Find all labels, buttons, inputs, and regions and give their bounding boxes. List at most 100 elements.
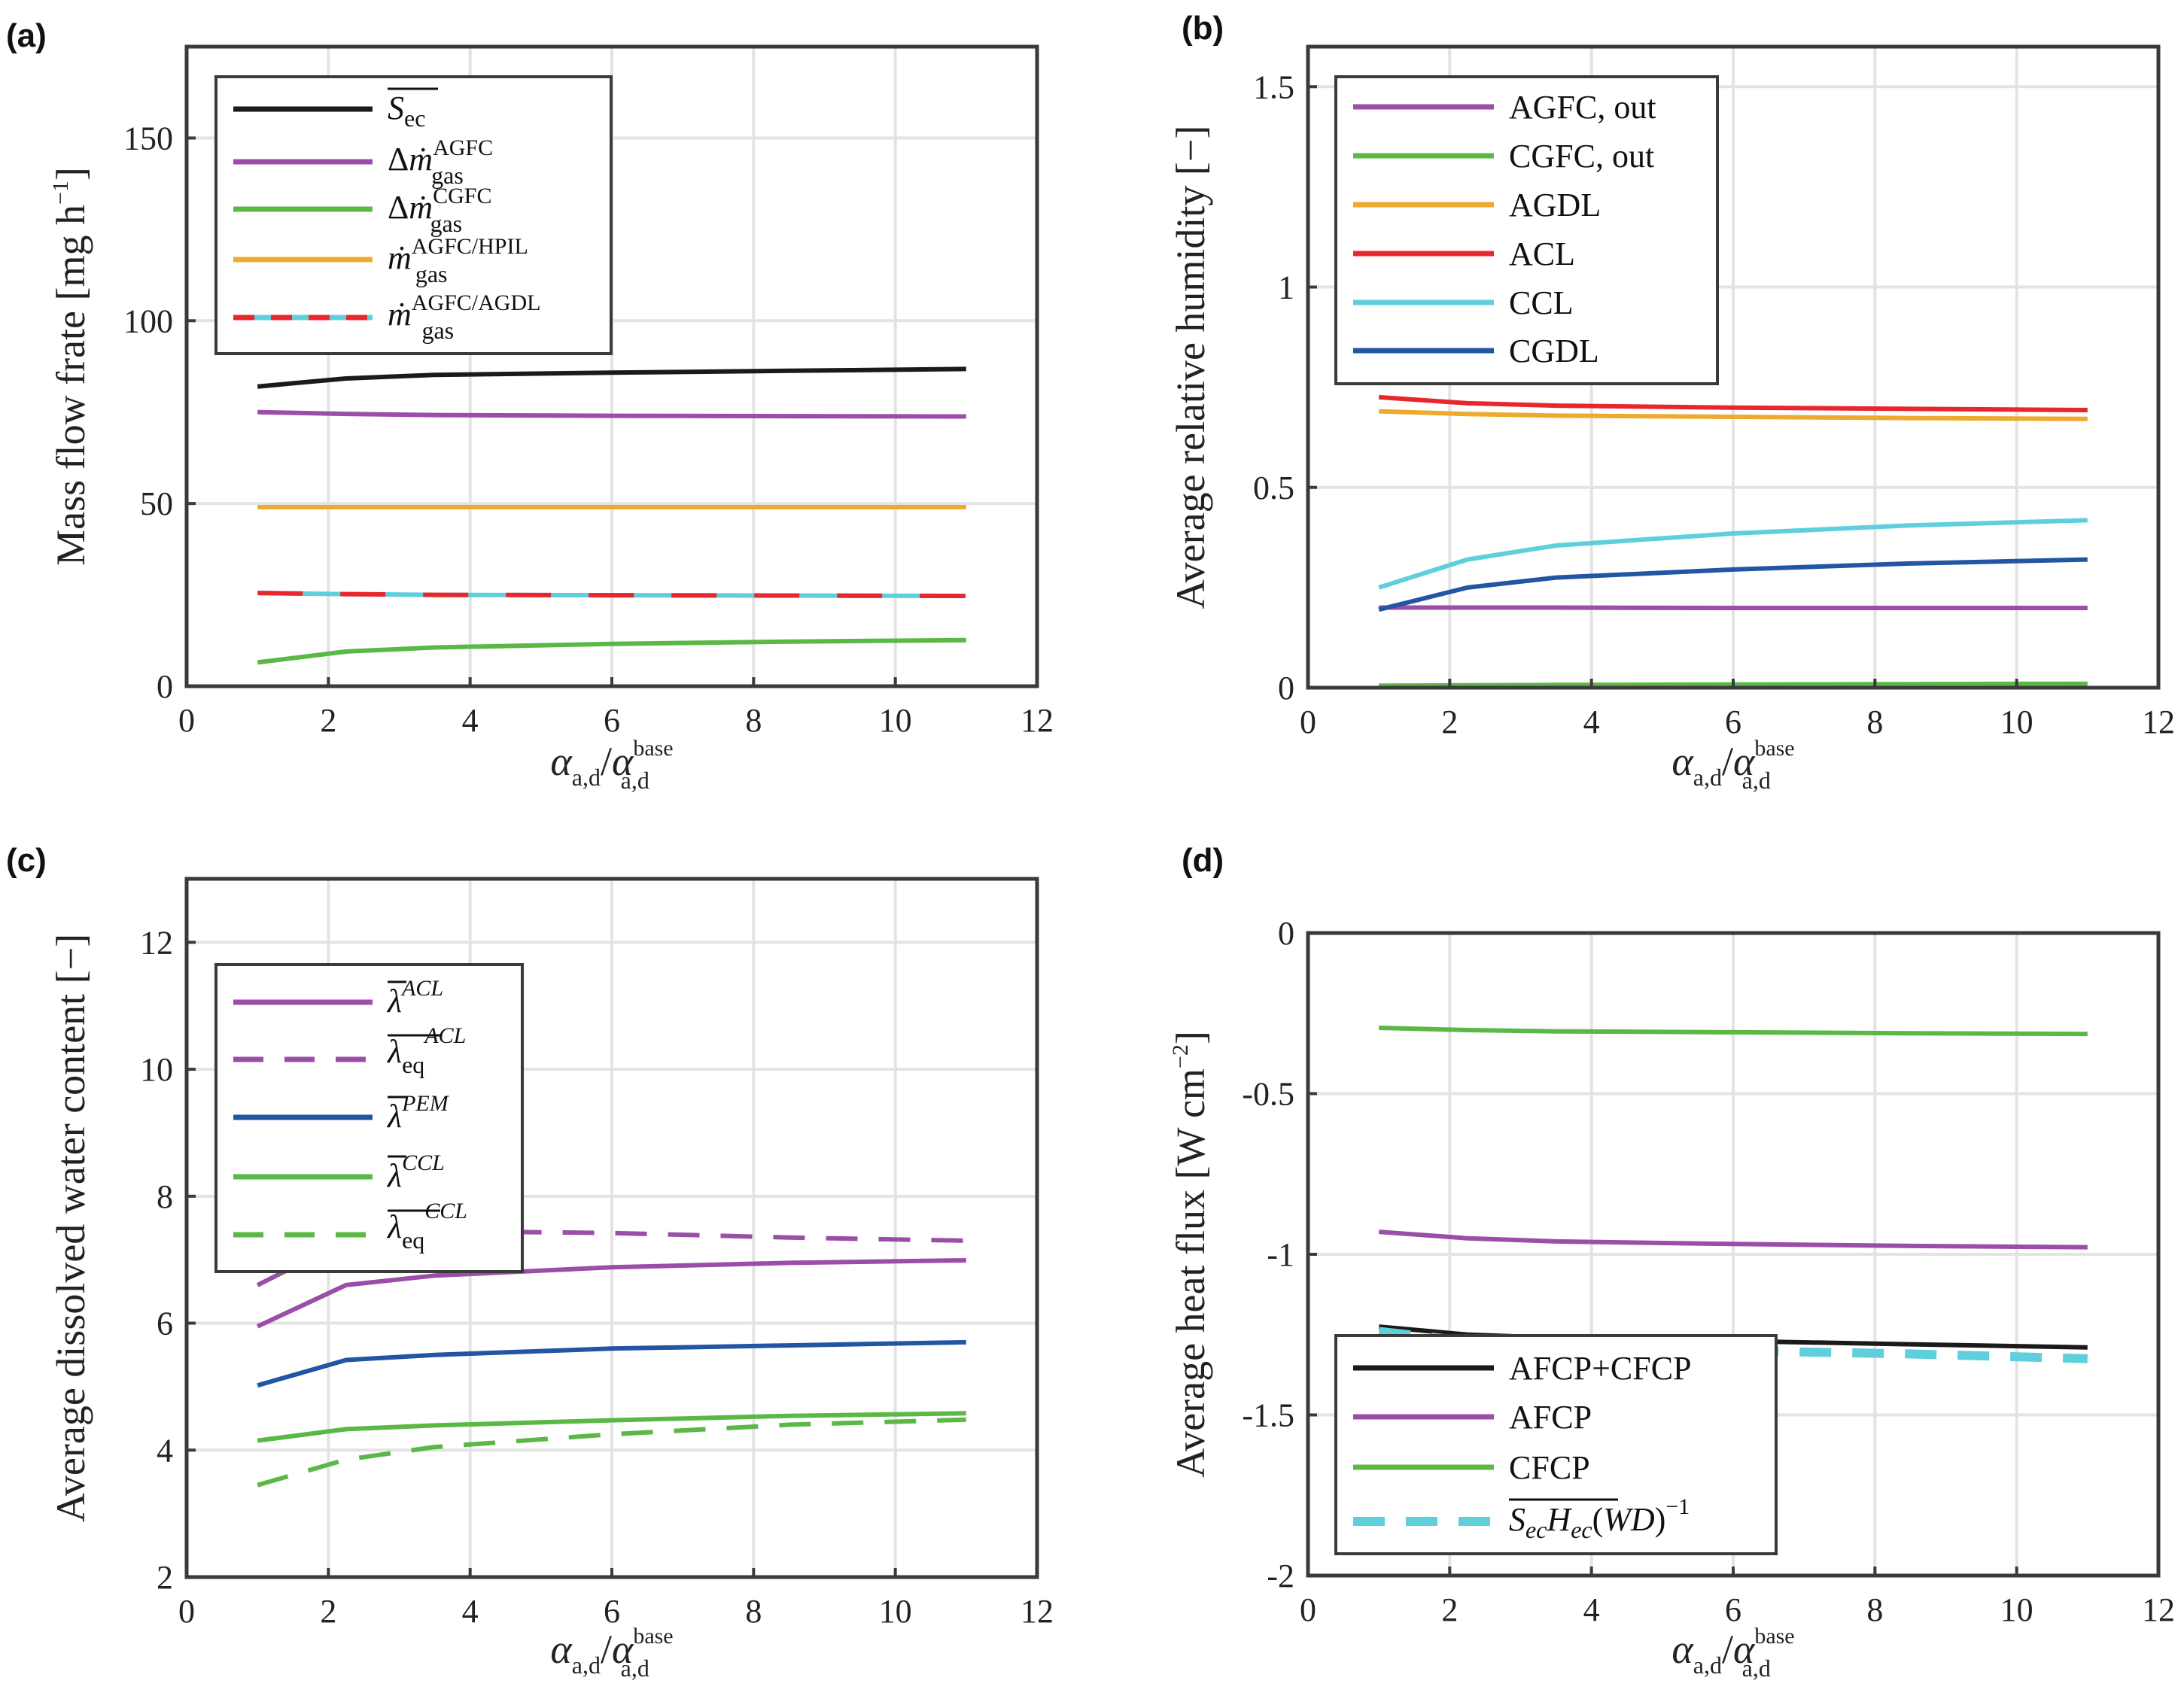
y-tick-label: 100 [123, 302, 173, 339]
series-line [257, 1339, 966, 1388]
series-line [257, 1417, 966, 1488]
x-tick-label: 12 [2142, 1591, 2175, 1628]
panel-d-y-axis-label: Average heat flux [W cm−2] [1168, 1031, 1213, 1478]
svg-text:Sec: Sec [388, 90, 425, 132]
x-tick-label: 2 [320, 1593, 336, 1630]
x-tick-label: 0 [1300, 704, 1316, 740]
panel-a-x-axis-label: αa,d/αbase a,d [550, 736, 673, 794]
x-tick-label: 12 [2142, 704, 2175, 740]
panel-a-y-axis-label: Mass flow frate [mg h−1] [48, 167, 93, 566]
panel-b-label: (b) [1182, 10, 1224, 47]
svg-text:λACL: λACL [386, 976, 443, 1020]
panel-d-ticks: 0 2 4 6 8 10 12 0 -0.5 -1 -1.5 -2 [1242, 915, 2175, 1628]
panel-d: (d) 0 2 4 6 8 10 12 0 -0.5 -1 -1.5 -2 Average heat … [1168, 842, 2175, 1682]
svg-text:CGDL: CGDL [1509, 333, 1599, 369]
x-tick-label: 8 [1866, 1591, 1883, 1628]
svg-text:λPEM: λPEM [386, 1091, 450, 1135]
x-tick-label: 10 [879, 1593, 912, 1630]
x-tick-label: 4 [1583, 1591, 1600, 1628]
y-tick-label: -2 [1267, 1558, 1294, 1594]
y-tick-label: 150 [123, 120, 173, 157]
series-line [1379, 409, 2088, 421]
series-line [257, 366, 966, 389]
x-tick-label: 2 [320, 702, 336, 739]
x-tick-label: 12 [1021, 702, 1054, 739]
panel-b-legend: AGFC, out CGFC, out AGDL ACL CCL CGDL [1334, 75, 1719, 385]
panel-a-series [257, 366, 966, 665]
x-tick-label: 10 [879, 702, 912, 739]
series-line [1379, 605, 2088, 610]
series-line [1378, 394, 2088, 412]
y-tick-label: 0 [157, 668, 173, 705]
panel-c-legend: λACL λeqACL λPEM λCCL λeqCCL [214, 963, 524, 1273]
y-tick-label: 0 [1278, 670, 1294, 707]
panel-a-ticks: 0 2 4 6 8 10 12 0 50 100 150 [123, 120, 1054, 739]
panel-a: (a) 0 2 4 6 8 10 12 0 50 100 150 Mass flow frate [… [6, 17, 1054, 794]
y-tick-label: 0 [1278, 915, 1294, 952]
y-tick-label: -0.5 [1242, 1076, 1294, 1113]
y-tick-label: 0.5 [1253, 470, 1294, 506]
panel-d-legend: AFCP+CFCP AFCP CFCP SecHec(WD)−1 [1334, 1334, 1778, 1555]
x-tick-label: 2 [1441, 704, 1458, 740]
x-tick-label: 6 [604, 702, 620, 739]
y-tick-label: 1.5 [1253, 68, 1294, 105]
y-tick-label: -1.5 [1242, 1397, 1294, 1434]
x-tick-label: 0 [1300, 1591, 1316, 1628]
svg-text:AGFC, out: AGFC, out [1509, 89, 1656, 126]
svg-text:ACL: ACL [1509, 236, 1575, 272]
svg-text:λCCL: λCCL [386, 1150, 445, 1194]
y-tick-label: 6 [157, 1305, 173, 1342]
panel-b-ticks: 0 2 4 6 8 10 12 0 0.5 1 1.5 [1253, 68, 2175, 740]
series-line [257, 637, 966, 665]
y-tick-label: 50 [140, 485, 173, 522]
panel-a-legend: Sec ΔṁAGFC gas ΔṁCGFC gas ṁAGFC/HPIL gas ṁA… [214, 75, 613, 355]
x-tick-label: 6 [1725, 704, 1741, 740]
panel-c-label: (c) [6, 842, 47, 879]
series-line [1378, 1229, 2088, 1250]
x-tick-label: 8 [745, 702, 762, 739]
x-tick-label: 12 [1021, 1593, 1054, 1630]
series-line [1378, 557, 2088, 612]
x-tick-label: 8 [1866, 704, 1883, 740]
x-tick-label: 0 [178, 1593, 195, 1630]
x-tick-label: 6 [1725, 1591, 1741, 1628]
x-tick-label: 8 [745, 1593, 762, 1630]
y-tick-label: 1 [1278, 269, 1294, 306]
panel-c-series [256, 1229, 966, 1488]
svg-text:CFCP: CFCP [1509, 1449, 1590, 1486]
y-tick-label: 10 [140, 1051, 173, 1088]
svg-text:CCL: CCL [1509, 284, 1574, 321]
x-tick-label: 4 [1583, 704, 1600, 740]
x-tick-label: 10 [2000, 1591, 2033, 1628]
panel-b-series [1378, 394, 2088, 688]
series-line [257, 409, 966, 419]
series-line [257, 1411, 966, 1443]
x-tick-label: 2 [1441, 1591, 1458, 1628]
panel-c-x-axis-label: αa,d/αbase a,d [550, 1624, 673, 1682]
y-tick-label: 4 [157, 1432, 173, 1469]
panel-b-x-axis-label: αa,d/αbase a,d [1671, 736, 1794, 794]
svg-text:AFCP+CFCP: AFCP+CFCP [1509, 1350, 1692, 1387]
series-line [1378, 518, 2088, 590]
x-tick-label: 10 [2000, 704, 2033, 740]
y-tick-label: 12 [140, 924, 173, 961]
panel-c-y-axis-label: Average dissolved water content [−] [48, 934, 93, 1522]
panel-b-y-axis-label: Average relative humidity [−] [1168, 126, 1213, 609]
y-tick-label: 8 [157, 1178, 173, 1215]
series-line [1379, 681, 2088, 688]
series-line [1379, 1026, 2088, 1037]
x-tick-label: 4 [462, 702, 479, 739]
svg-text:AGDL: AGDL [1509, 187, 1601, 223]
y-tick-label: -1 [1267, 1236, 1294, 1273]
x-tick-label: 4 [462, 1593, 479, 1630]
svg-text:AFCP: AFCP [1509, 1399, 1592, 1436]
x-tick-label: 0 [178, 702, 195, 739]
y-tick-label: 2 [157, 1559, 173, 1596]
svg-text:λeqACL: λeqACL [386, 1023, 466, 1078]
svg-text:SecHec(WD)−1: SecHec(WD)−1 [1509, 1494, 1690, 1543]
svg-text:CGFC, out: CGFC, out [1509, 138, 1654, 175]
